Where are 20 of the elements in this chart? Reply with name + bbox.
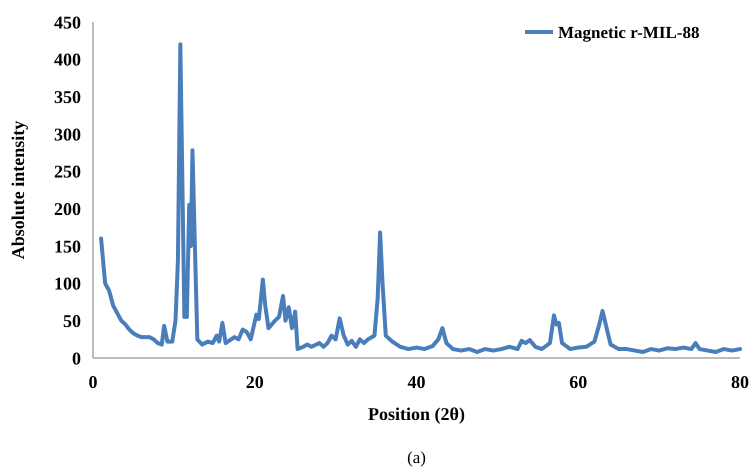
- y-tick-label: 300: [54, 124, 81, 144]
- x-tick-label: 0: [88, 372, 98, 392]
- y-tick-label: 100: [54, 274, 81, 294]
- y-tick-label: 350: [54, 86, 81, 107]
- y-tick-label: 50: [63, 310, 81, 331]
- x-tick-label: 60: [569, 372, 588, 392]
- y-tick-label: 150: [54, 236, 81, 256]
- legend-label: Magnetic r-MIL-88: [558, 22, 700, 42]
- x-axis-title: Position (2θ): [368, 404, 465, 424]
- y-tick-label: 400: [54, 50, 81, 70]
- x-tick-label: 80: [731, 372, 749, 392]
- x-tick-label: 40: [408, 372, 426, 392]
- line-series: [99, 42, 742, 354]
- x-tick-label: 20: [246, 372, 264, 392]
- y-axis-title: Absolute intensity: [8, 120, 28, 260]
- y-tick-label: 200: [54, 198, 81, 219]
- y-tick-label: 250: [54, 162, 81, 182]
- y-tick-label: 450: [54, 12, 81, 32]
- text: (a): [407, 448, 426, 467]
- y-tick-label: 0: [72, 348, 81, 368]
